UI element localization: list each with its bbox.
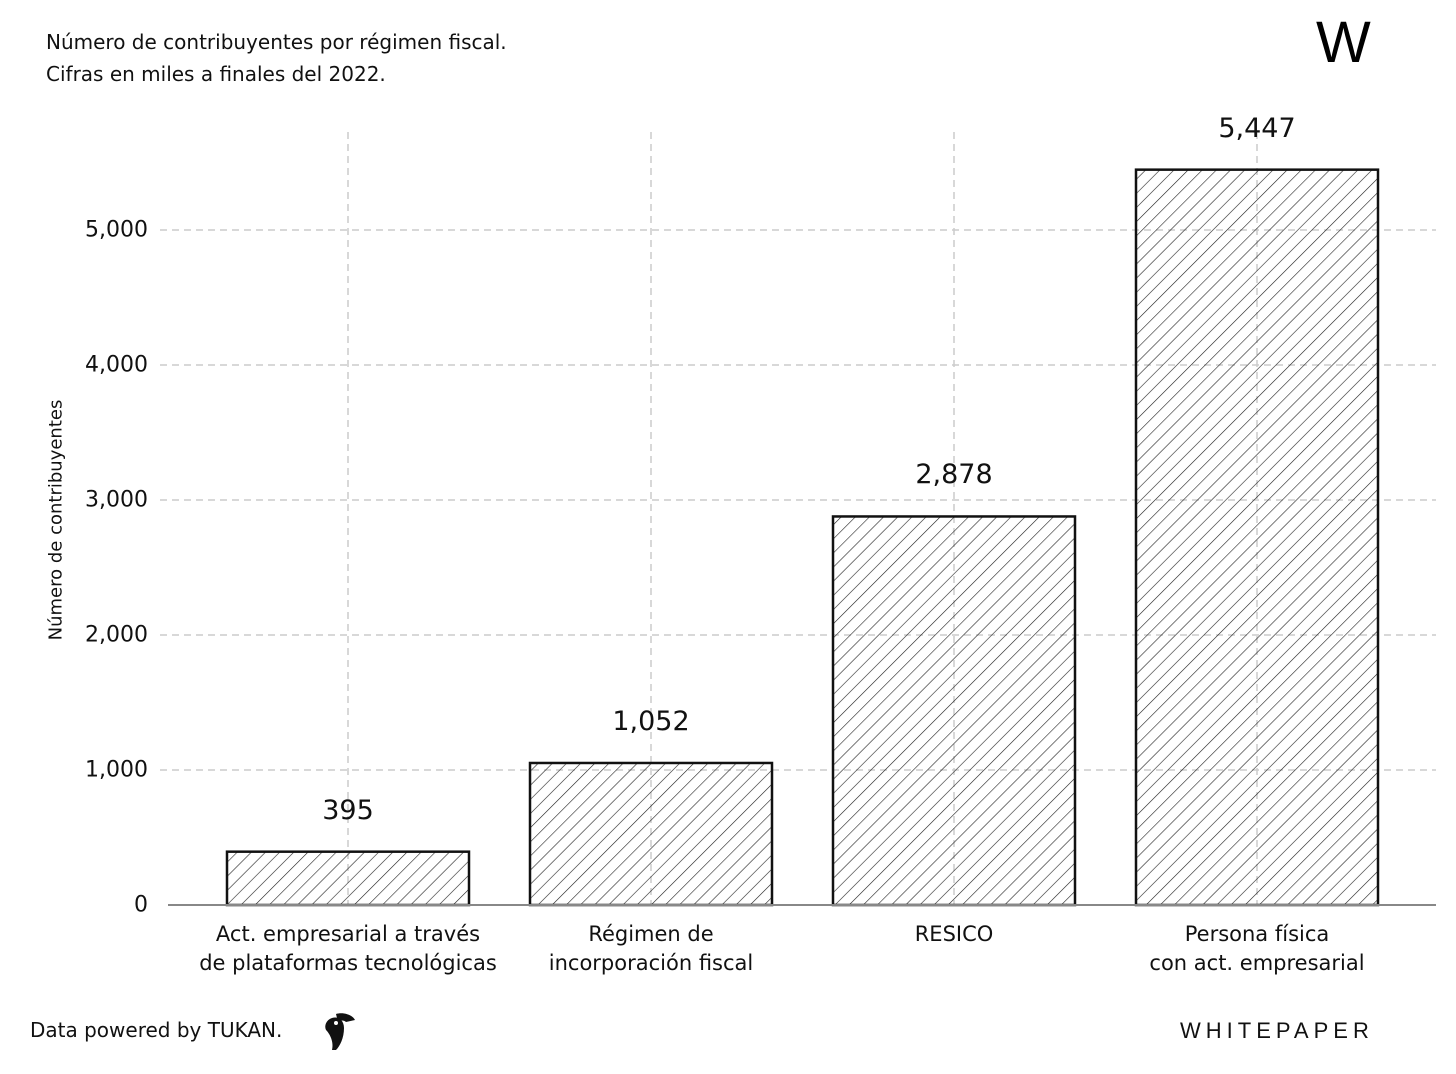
x-tick-label: RESICO	[914, 922, 994, 946]
bar-value-label: 2,878	[915, 459, 993, 491]
bar	[1134, 168, 1380, 907]
y-tick-label: 0	[134, 892, 148, 918]
bar-value-label: 1,052	[612, 705, 690, 737]
chart-title: Número de contribuyentes por régimen fis…	[46, 30, 507, 54]
bar-value-label: 5,447	[1218, 112, 1296, 144]
x-tick-label: Act. empresarial a través de plataformas…	[199, 922, 497, 975]
data-credit: Data powered by TUKAN.	[30, 1018, 283, 1042]
toucan-icon	[325, 1013, 355, 1050]
y-tick-label: 3,000	[85, 487, 148, 513]
y-tick-label: 1,000	[85, 757, 148, 783]
bar	[528, 761, 774, 907]
y-tick-label: 2,000	[85, 622, 148, 648]
whitepaper-brand: WHITEPAPER	[1180, 1018, 1374, 1043]
bar	[831, 515, 1077, 907]
x-tick-label: Régimen de incorporación fiscal	[548, 922, 754, 975]
bar-value-label: 395	[322, 794, 374, 826]
y-tick-label: 5,000	[85, 217, 148, 243]
bar	[225, 850, 471, 907]
chart-subtitle: Cifras en miles a finales del 2022.	[46, 62, 386, 86]
brand-logo: W	[1316, 10, 1371, 75]
x-tick-label: Persona física con act. empresarial	[1149, 922, 1365, 975]
y-tick-label: 4,000	[85, 352, 148, 378]
bars	[225, 168, 1380, 907]
